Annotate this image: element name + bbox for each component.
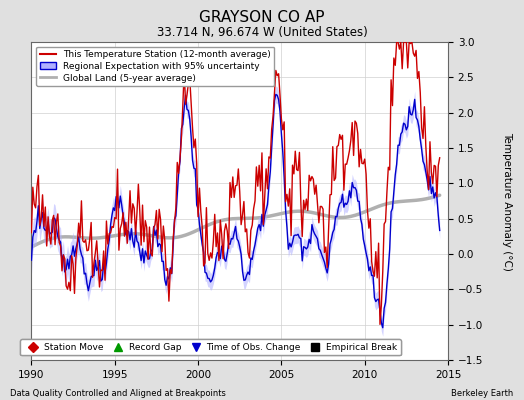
Text: 33.714 N, 96.674 W (United States): 33.714 N, 96.674 W (United States) (157, 26, 367, 39)
Legend: Station Move, Record Gap, Time of Obs. Change, Empirical Break: Station Move, Record Gap, Time of Obs. C… (20, 339, 401, 356)
Text: GRAYSON CO AP: GRAYSON CO AP (199, 10, 325, 25)
Text: Data Quality Controlled and Aligned at Breakpoints: Data Quality Controlled and Aligned at B… (10, 389, 226, 398)
Text: Berkeley Earth: Berkeley Earth (451, 389, 514, 398)
Y-axis label: Temperature Anomaly (°C): Temperature Anomaly (°C) (503, 132, 512, 270)
